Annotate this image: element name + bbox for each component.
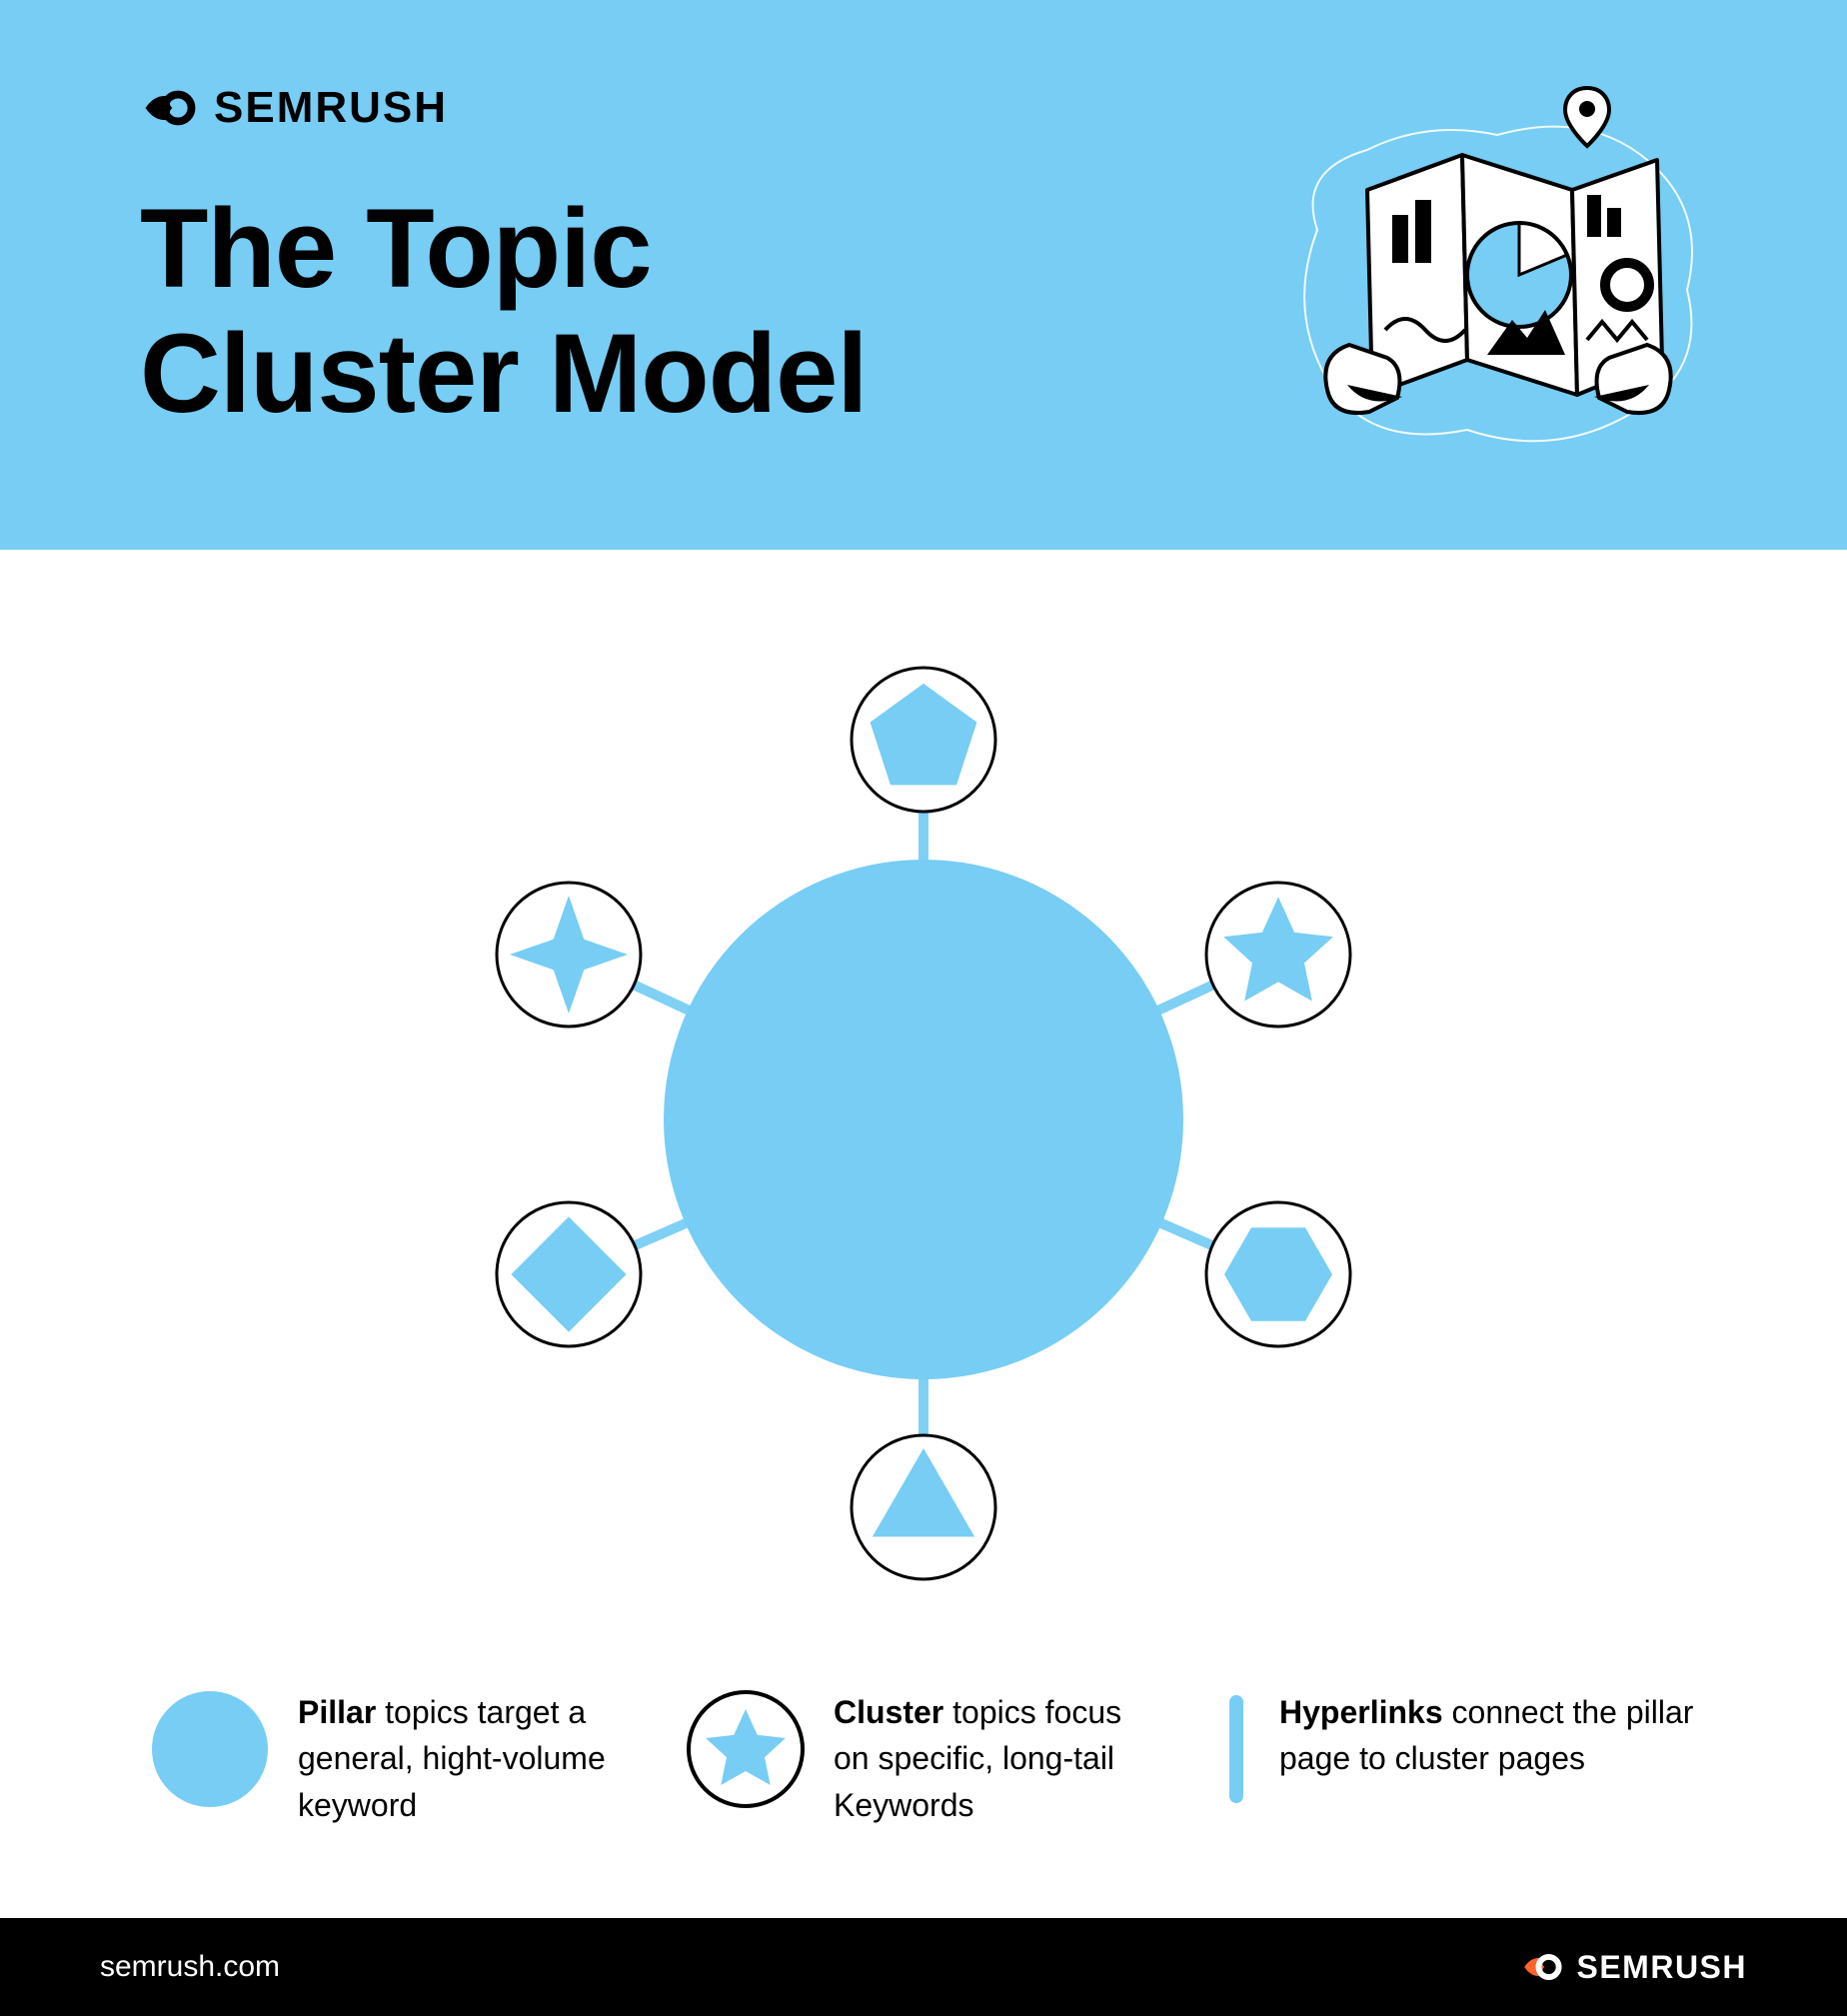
legend-item-cluster: Cluster topics focus on specific, long-t…: [686, 1689, 1161, 1828]
cluster-node-top-left: [497, 883, 641, 1026]
legend-cluster-bold: Cluster: [834, 1694, 943, 1730]
footer-logo: SEMRUSH: [1520, 1946, 1747, 1988]
footer: semrush.com SEMRUSH: [0, 1918, 1847, 2016]
diagram-area: [0, 550, 1847, 1659]
legend-pillar-bold: Pillar: [298, 1694, 376, 1730]
header-illustration: [1287, 80, 1707, 460]
cluster-node-top: [852, 668, 995, 812]
cluster-node-bottom-left: [497, 1202, 641, 1346]
pillar-node: [664, 860, 1183, 1379]
semrush-flame-icon: [140, 80, 196, 136]
legend-hyper-bold: Hyperlinks: [1279, 1694, 1443, 1730]
pillar-icon: [150, 1689, 270, 1814]
hyperlink-icon: [1221, 1689, 1251, 1814]
cluster-node-bottom: [852, 1435, 995, 1579]
legend-text-hyperlinks: Hyperlinks connect the pillar page to cl…: [1279, 1689, 1697, 1782]
legend-item-pillar: Pillar topics target a general, hight-vo…: [150, 1689, 626, 1828]
cluster-node-top-right: [1206, 883, 1350, 1026]
legend: Pillar topics target a general, hight-vo…: [0, 1659, 1847, 1918]
header-banner: SEMRUSH The Topic Cluster Model: [0, 0, 1847, 550]
cluster-node-bottom-right: [1206, 1202, 1350, 1346]
footer-brand-name: SEMRUSH: [1576, 1949, 1747, 1986]
legend-text-pillar: Pillar topics target a general, hight-vo…: [298, 1689, 626, 1828]
footer-url: semrush.com: [100, 1950, 280, 1984]
header-text-block: SEMRUSH The Topic Cluster Model: [140, 80, 1287, 437]
legend-item-hyperlinks: Hyperlinks connect the pillar page to cl…: [1221, 1689, 1697, 1828]
brand-name: SEMRUSH: [214, 83, 448, 133]
semrush-flame-icon: [1520, 1946, 1562, 1988]
topic-cluster-diagram: [454, 650, 1393, 1599]
cluster-icon: [686, 1689, 806, 1814]
brand-logo: SEMRUSH: [140, 80, 1287, 136]
page-title: The Topic Cluster Model: [140, 186, 1287, 437]
legend-text-cluster: Cluster topics focus on specific, long-t…: [834, 1689, 1161, 1828]
